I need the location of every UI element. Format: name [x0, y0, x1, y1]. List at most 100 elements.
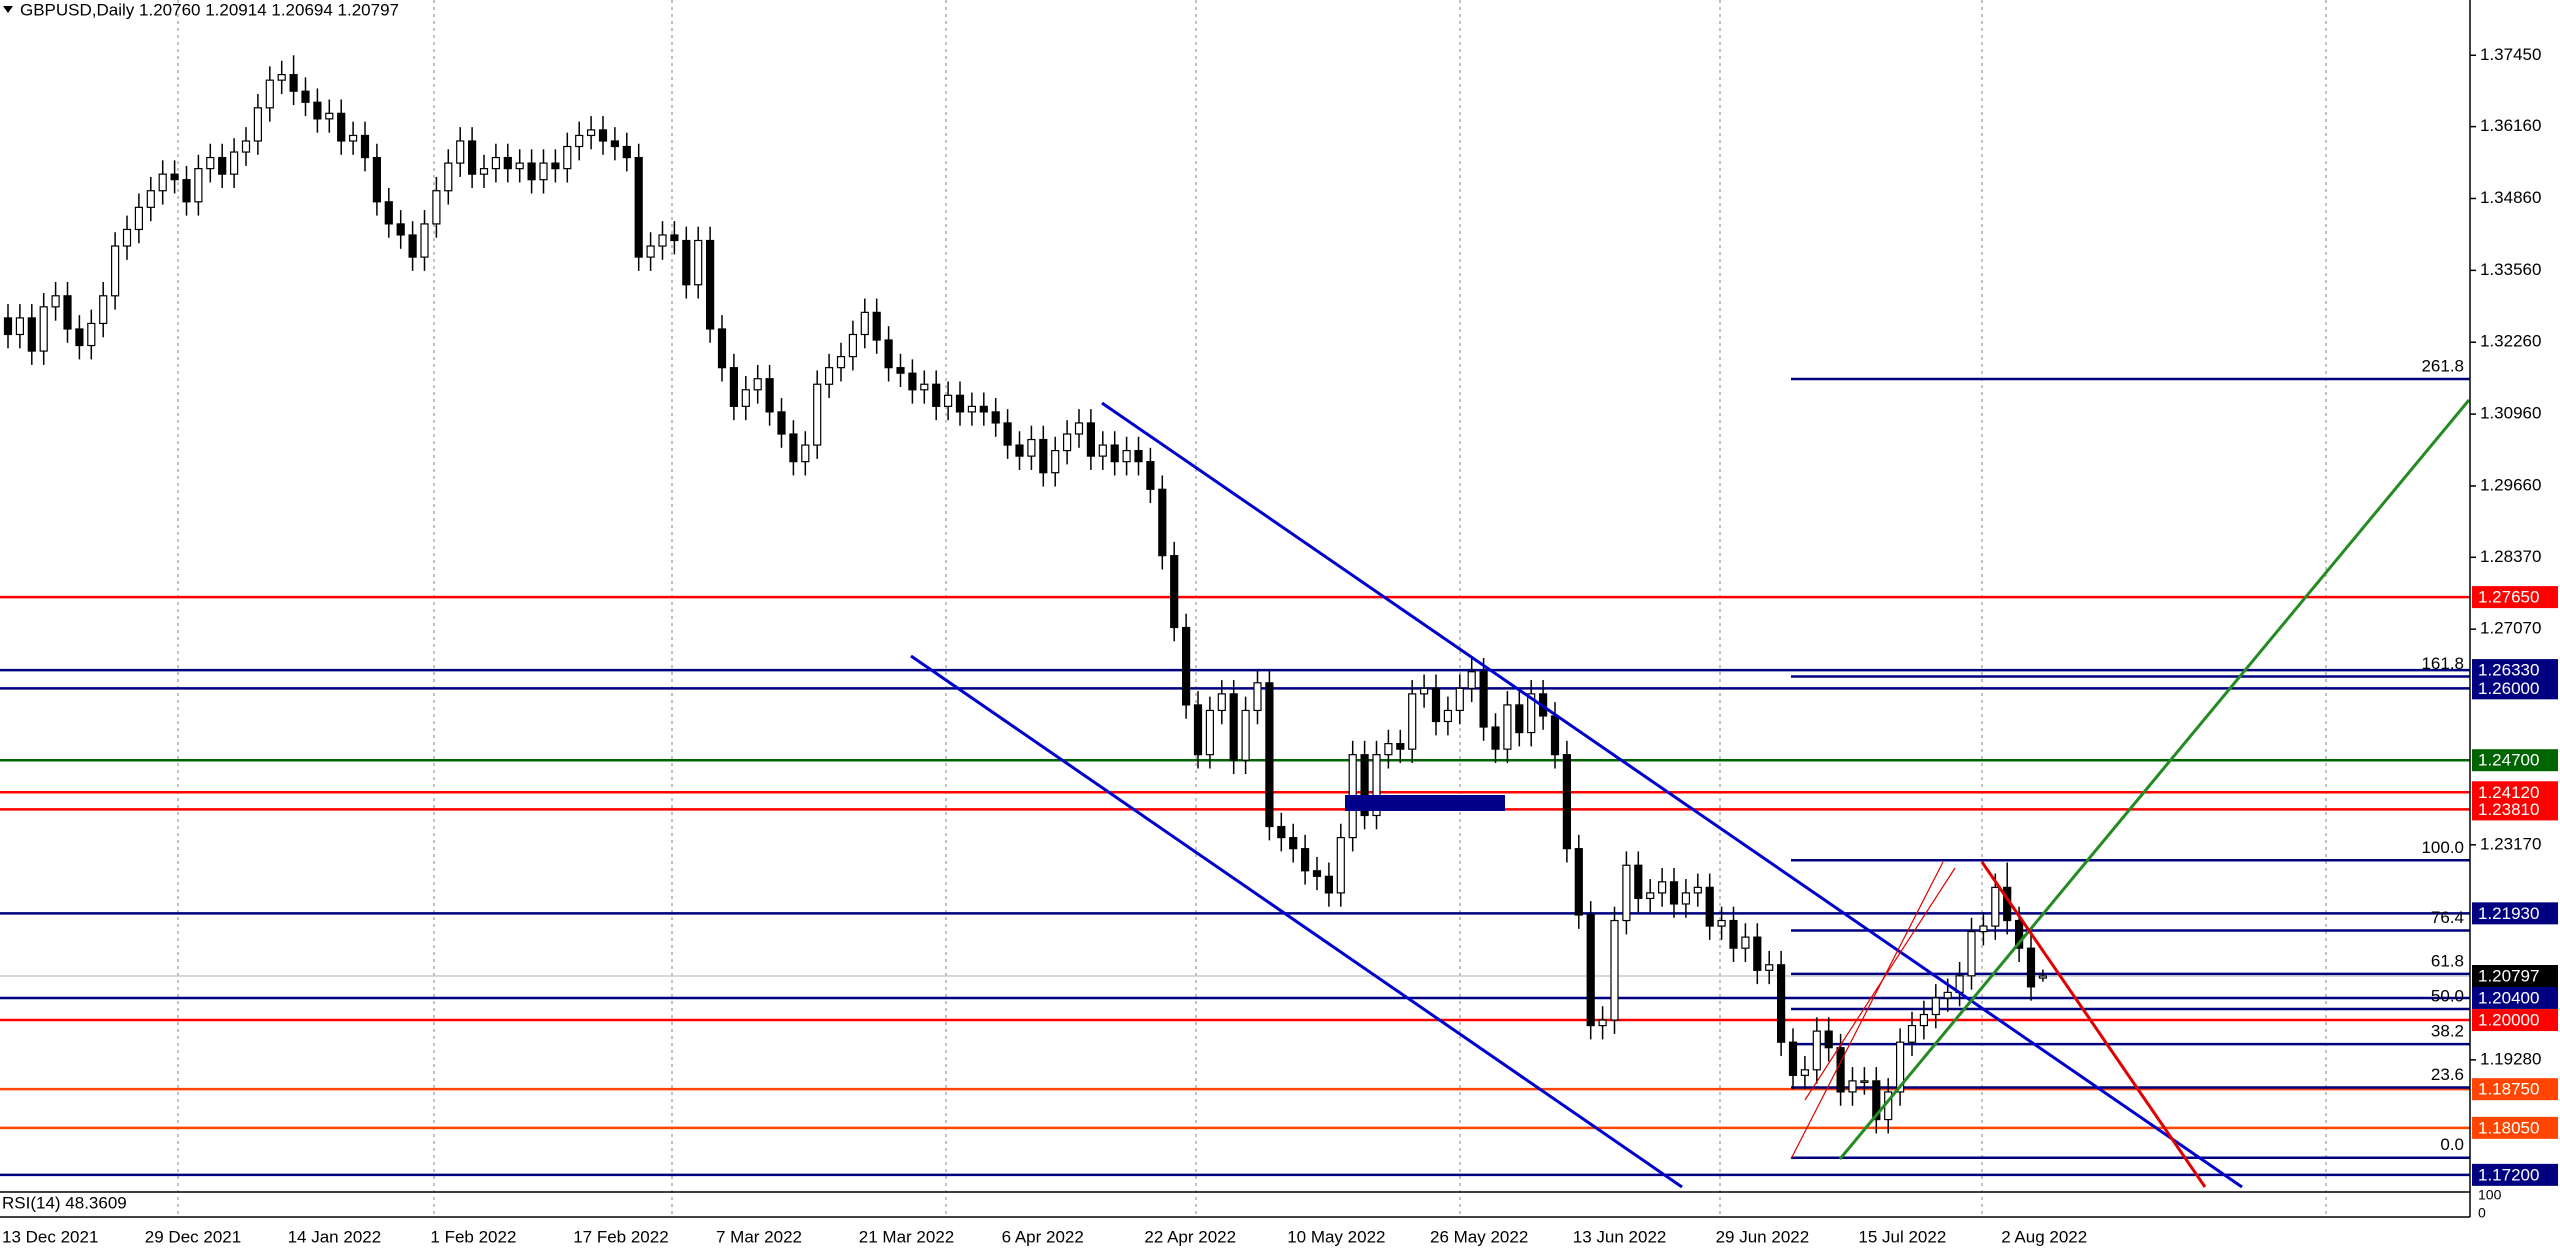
candle-body — [908, 372, 917, 391]
candle-body — [1646, 892, 1655, 900]
candle-body — [646, 245, 655, 258]
candle-body — [468, 140, 477, 175]
x-tick-label: 22 Apr 2022 — [1144, 1227, 1236, 1246]
level-label-box — [2472, 677, 2558, 700]
level-label-box — [2472, 798, 2558, 821]
candle-body — [1253, 682, 1262, 712]
candle-body — [1170, 555, 1179, 629]
candle-body — [622, 145, 631, 159]
candle-body — [1776, 964, 1786, 1043]
candle-body — [682, 239, 691, 286]
candle-body — [146, 190, 155, 208]
chart-title: GBPUSD,Daily 1.20760 1.20914 1.20694 1.2… — [20, 0, 399, 19]
candle-body — [15, 317, 24, 336]
level-label-box — [2472, 781, 2558, 804]
candle-body — [1443, 709, 1453, 723]
y-tick-label: 1.36160 — [2480, 116, 2541, 135]
candle-body — [1907, 1024, 1917, 1043]
candle-body — [27, 317, 36, 352]
candle-body — [836, 356, 846, 369]
candle-body — [1895, 1041, 1905, 1093]
candle-body — [3, 317, 13, 336]
candle-body — [1848, 1080, 1857, 1093]
level-label-box — [2472, 902, 2558, 925]
rsi-tick-label: 100 — [2478, 1187, 2502, 1203]
candle-body — [2026, 947, 2036, 988]
candle-body — [1967, 930, 1976, 977]
candle-body — [1360, 754, 1369, 817]
current-price-box — [2472, 964, 2558, 987]
candle-body — [563, 145, 572, 170]
candle-body — [1289, 837, 1298, 850]
candle-body — [1062, 433, 1072, 452]
x-tick-label: 13 Dec 2021 — [2, 1227, 98, 1246]
candle-body — [967, 405, 977, 413]
candle-body — [182, 179, 191, 203]
candle-body — [527, 162, 536, 181]
y-tick-label: 1.27070 — [2480, 619, 2541, 638]
candle-body — [265, 79, 274, 109]
level-label-box — [2472, 1116, 2558, 1139]
candle-body — [1419, 687, 1429, 695]
candle-body — [705, 239, 715, 330]
level-label: 1.27650 — [2478, 588, 2539, 607]
channel-upper — [1101, 401, 2243, 1189]
zone-box — [1345, 795, 1505, 811]
candle-body — [1872, 1080, 1881, 1121]
candle-body — [1943, 991, 1952, 999]
x-tick-label: 29 Jun 2022 — [1716, 1227, 1810, 1246]
level-label: 1.20000 — [2478, 1011, 2539, 1030]
candle-body — [777, 411, 786, 435]
candle-body — [848, 333, 858, 358]
candle-body — [396, 223, 405, 236]
fib-label: 0.0 — [2440, 1135, 2464, 1154]
candle-body — [1193, 704, 1203, 756]
candle-body — [349, 134, 358, 142]
candle-body — [1622, 864, 1631, 922]
candle-body — [1158, 488, 1167, 557]
y-tick-label: 1.28370 — [2480, 547, 2541, 566]
candle-body — [979, 405, 988, 413]
fib-label: 261.8 — [2421, 356, 2464, 375]
candle-body — [134, 206, 143, 231]
level-label-box — [2472, 659, 2558, 682]
candle-body — [1324, 875, 1334, 894]
level-label: 1.24700 — [2478, 751, 2539, 770]
level-label-box — [2472, 1009, 2558, 1032]
x-tick-label: 13 Jun 2022 — [1573, 1227, 1667, 1246]
candle-body — [230, 151, 239, 175]
level-label: 1.18750 — [2478, 1080, 2539, 1099]
candle-body — [896, 367, 905, 374]
fib-label: 76.4 — [2431, 908, 2464, 927]
candle-body — [1300, 848, 1310, 872]
candle-body — [1812, 1030, 1821, 1071]
candle-body — [325, 112, 334, 120]
x-tick-label: 6 Apr 2022 — [1002, 1227, 1084, 1246]
candle-body — [408, 234, 417, 258]
candle-body — [1681, 892, 1691, 905]
current-price-label: 1.20797 — [2478, 966, 2539, 985]
candle-body — [1074, 422, 1084, 435]
candle-body — [1146, 461, 1155, 490]
fib-guide — [1804, 867, 1956, 1101]
candle-body — [1741, 936, 1750, 949]
candle-body — [1669, 881, 1679, 905]
candle-body — [634, 156, 643, 258]
candle-body — [99, 295, 108, 325]
candle-body — [1431, 687, 1441, 723]
level-label: 1.26330 — [2478, 661, 2539, 680]
level-label-box — [2472, 1163, 2558, 1186]
trendline-green — [1838, 399, 2471, 1160]
candle-body — [1705, 886, 1714, 927]
candle-body — [1467, 671, 1476, 689]
candle-body — [1550, 715, 1560, 756]
candle-body — [1586, 914, 1595, 1027]
fib-label: 100.0 — [2421, 838, 2464, 857]
candle-body — [1384, 743, 1393, 756]
candle-body — [1765, 964, 1774, 971]
candle-body — [110, 245, 120, 297]
candle-body — [586, 129, 596, 137]
candles — [3, 55, 2048, 1134]
candle-body — [741, 389, 750, 407]
candle-body — [420, 223, 429, 258]
